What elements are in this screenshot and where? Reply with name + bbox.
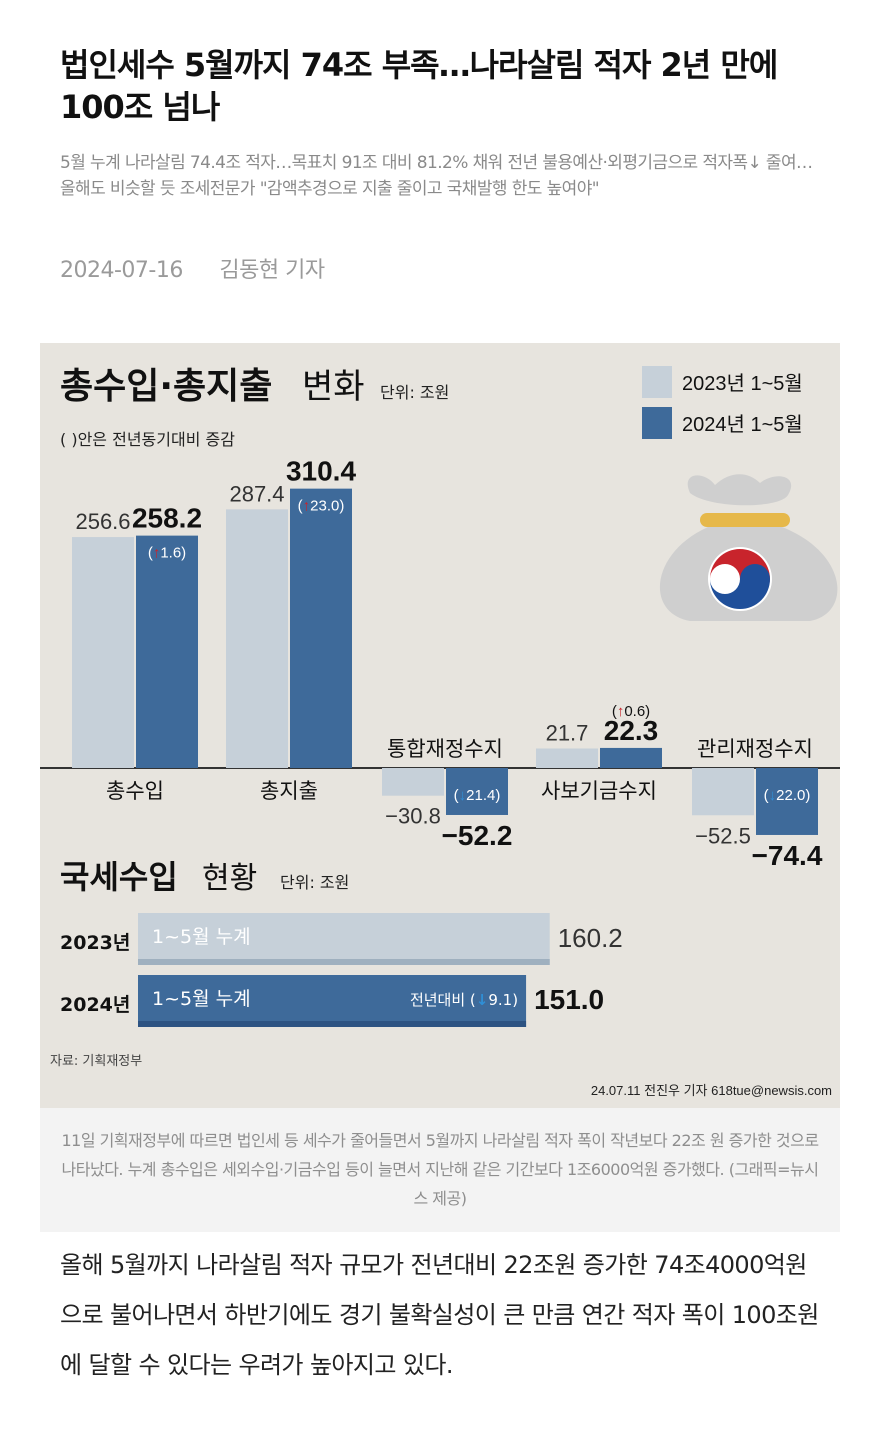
article-subtitle: 5월 누계 나라살림 74.4조 적자…목표치 91조 대비 81.2% 채워 … [60, 153, 813, 199]
chart-title-bold: 총수입·총지출 [60, 366, 272, 407]
infographic[interactable]: 총수입·총지출 변화 단위: 조원 ( )안은 전년동기대비 증감 2023년 … [40, 343, 840, 1108]
bar-2024 [600, 747, 662, 768]
bar-2023 [226, 509, 288, 768]
tax-bar-label: 1~5월 누계 [152, 926, 251, 948]
value-label-2024: −52.2 [442, 820, 513, 851]
chart-note: ( )안은 전년동기대비 증감 [60, 430, 235, 449]
value-label-2023: −30.8 [385, 804, 441, 829]
article-meta: 2024-07-16 김동현 기자 [60, 252, 355, 284]
category-label: 총지출 [260, 779, 318, 803]
value-label-2024: 258.2 [132, 503, 202, 534]
value-label-2023: 287.4 [229, 481, 284, 506]
bar-2023 [382, 768, 444, 796]
article-reporter: 김동현 기자 [219, 258, 325, 283]
value-label-2023: 256.6 [75, 509, 130, 534]
bar-2023 [692, 768, 754, 816]
tax-value-label: 160.2 [558, 923, 623, 953]
legend-label-2023: 2023년 1~5월 [682, 372, 803, 395]
legend-swatch-2023 [642, 366, 672, 398]
bar-2023 [536, 748, 598, 768]
value-label-2023: −52.5 [695, 823, 751, 848]
graphic-credit: 24.07.11 전진우 기자 618tue@newsis.com [591, 1083, 832, 1098]
bar-2024 [136, 535, 198, 768]
value-label-2024: −74.4 [752, 840, 823, 871]
image-caption: 11일 기획재정부에 따르면 법인세 등 세수가 줄어들면서 5월까지 나라살림… [40, 1108, 840, 1232]
bar-2023 [72, 537, 134, 768]
bar-2024 [756, 768, 818, 835]
change-label: (↑0.6) [612, 703, 650, 720]
category-label: 관리재정수지 [697, 737, 813, 761]
change-label: (↑1.6) [148, 545, 186, 562]
tax-title-light: 현황 [202, 861, 257, 896]
category-label: 사보기금수지 [541, 779, 657, 803]
value-label-2024: 22.3 [604, 715, 659, 746]
change-label: (↓22.0) [764, 787, 811, 804]
chart-unit: 단위: 조원 [380, 383, 449, 402]
article-body: 올해 5월까지 나라살림 적자 규모가 전년대비 22조원 증가한 74조400… [60, 1251, 819, 1379]
category-label: 통합재정수지 [387, 737, 503, 761]
tax-bar-shadow [138, 1021, 527, 1027]
article-headline: 법인세수 5월까지 74조 부족…나라살림 적자 2년 만에 100조 넘나 [60, 46, 778, 126]
tax-change-label: 전년대비 (↓9.1) [410, 991, 518, 1009]
change-label: (↑23.0) [298, 498, 345, 515]
change-label: (↓21.4) [454, 787, 501, 804]
bar-2024 [290, 488, 352, 768]
category-label: 총수입 [106, 779, 164, 803]
tax-bar-2023 [138, 913, 550, 965]
tax-unit: 단위: 조원 [280, 873, 349, 892]
legend-swatch-2024 [642, 407, 672, 439]
legend-label-2024: 2024년 1~5월 [682, 413, 803, 436]
tax-title-bold: 국세수입 [60, 858, 178, 896]
tax-revenue-chart: 2023년 1~5월 누계 160.2 2024년 1~5월 누계 151.0 전년대비 (… [60, 913, 623, 1027]
tax-value-label: 151.0 [534, 984, 604, 1015]
money-bag-icon [659, 474, 838, 621]
tax-bar-label: 1~5월 누계 [152, 988, 251, 1010]
tax-bar-2024 [138, 975, 527, 1027]
tax-year-label: 2023년 [60, 932, 130, 954]
bar-2024 [446, 768, 508, 815]
tax-year-label: 2024년 [60, 994, 130, 1016]
article-date: 2024-07-16 [60, 258, 183, 283]
value-label-2023: 21.7 [546, 720, 589, 745]
source-note: 자료: 기획재정부 [50, 1054, 142, 1069]
tax-bar-shadow [138, 959, 550, 965]
chart-title-light: 변화 [302, 367, 365, 407]
value-label-2024: 310.4 [286, 456, 356, 487]
